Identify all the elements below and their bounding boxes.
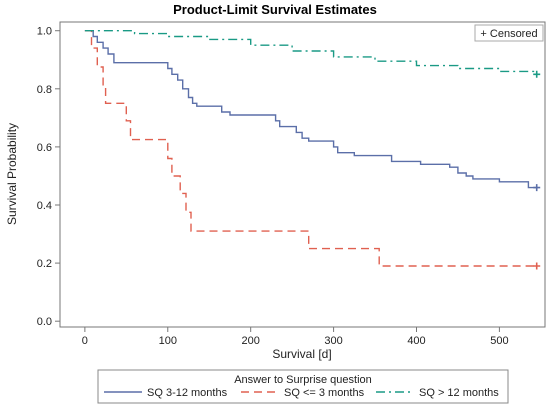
y-tick-label: 0.2 bbox=[37, 258, 52, 270]
series-line-2 bbox=[84, 30, 538, 75]
censored-legend-box bbox=[474, 24, 544, 42]
x-tick-label: 500 bbox=[490, 335, 508, 347]
y-axis: 0.0 0.2 0.4 0.6 0.8 1.0 bbox=[37, 26, 60, 328]
x-tick-label: 400 bbox=[407, 335, 425, 347]
censor-mark-0 bbox=[533, 184, 541, 192]
series-layer bbox=[84, 30, 538, 267]
legend: SQ 3-12 months SQ <= 3 months SQ > 12 mont… bbox=[104, 387, 499, 399]
series-line-0 bbox=[84, 30, 537, 189]
x-axis-title: Survival [d] bbox=[272, 347, 331, 361]
chart-title: Product-Limit Survival Estimates bbox=[173, 2, 377, 17]
censored-legend: + Censored bbox=[480, 28, 537, 40]
x-tick-label: 200 bbox=[242, 335, 260, 347]
y-tick-label: 0.6 bbox=[37, 142, 52, 154]
legend-box bbox=[97, 369, 509, 404]
y-tick-label: 0.8 bbox=[37, 84, 52, 96]
x-tick-label: 100 bbox=[159, 335, 177, 347]
legend-label: SQ 3-12 months bbox=[147, 387, 228, 399]
legend-title: Answer to Surprise question bbox=[234, 374, 372, 386]
censor-mark-1 bbox=[533, 262, 541, 270]
legend-label: SQ <= 3 months bbox=[284, 387, 365, 399]
y-tick-label: 0.0 bbox=[37, 316, 52, 328]
y-tick-label: 1.0 bbox=[37, 26, 52, 38]
plot-frame bbox=[59, 21, 546, 328]
censor-layer bbox=[533, 70, 541, 270]
x-axis: 0 100 200 300 400 500 bbox=[82, 327, 509, 347]
series-line-1 bbox=[84, 30, 537, 267]
y-axis-title: Survival Probability bbox=[5, 123, 19, 225]
x-tick-label: 0 bbox=[82, 335, 88, 347]
censor-mark-2 bbox=[533, 70, 541, 78]
y-tick-label: 0.4 bbox=[37, 200, 52, 212]
legend-label: SQ > 12 months bbox=[419, 387, 499, 399]
x-tick-label: 300 bbox=[324, 335, 342, 347]
